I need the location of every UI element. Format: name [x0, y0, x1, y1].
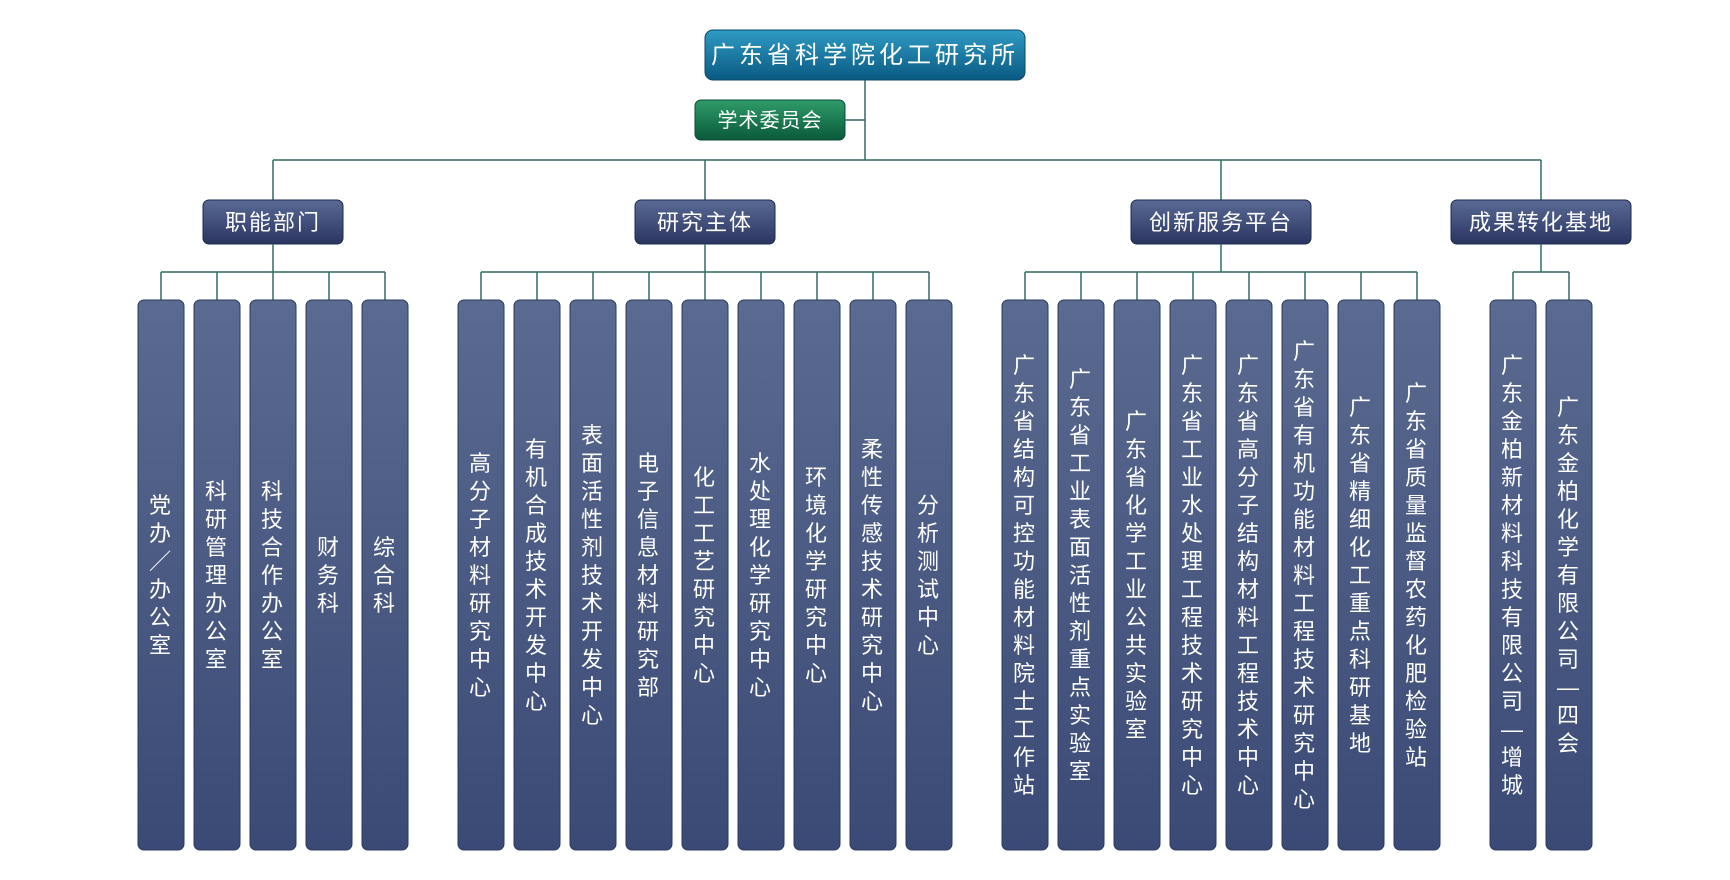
leaf-label: 综合科 — [373, 535, 397, 616]
leaf-label: 财务科 — [317, 535, 341, 616]
root-label: 广东省科学院化工研究所 — [711, 42, 1019, 69]
branch-label: 创新服务平台 — [1149, 210, 1293, 235]
branch-label: 成果转化基地 — [1469, 210, 1613, 235]
leaf-label: 科研管理办公室 — [205, 479, 229, 672]
leaf-node — [682, 300, 728, 850]
leaf-node — [906, 300, 952, 850]
leaf-label: 电子信息材料研究部 — [637, 451, 661, 700]
leaf-label: 水处理化学研究中心 — [749, 451, 773, 700]
leaf-label: 高分子材料研究中心 — [469, 451, 493, 700]
leaf-node — [794, 300, 840, 850]
branch-label: 职能部门 — [225, 210, 321, 235]
leaf-label: 科技合作办公室 — [261, 479, 285, 672]
branch-label: 研究主体 — [657, 210, 753, 235]
leaf-node — [514, 300, 560, 850]
org-chart: 广东省科学院化工研究所学术委员会职能部门党办／办公室科研管理办公室科技合作办公室… — [0, 0, 1730, 880]
leaf-node — [1114, 300, 1160, 850]
committee-label: 学术委员会 — [718, 109, 823, 132]
leaf-node — [850, 300, 896, 850]
leaf-node — [138, 300, 184, 850]
leaf-label: 表面活性剂技术开发中心 — [581, 423, 605, 728]
leaf-label: 广东省工业表面活性剂重点实验室 — [1069, 367, 1093, 784]
leaf-label: 广东省有机功能材料工程技术研究中心 — [1293, 339, 1317, 812]
